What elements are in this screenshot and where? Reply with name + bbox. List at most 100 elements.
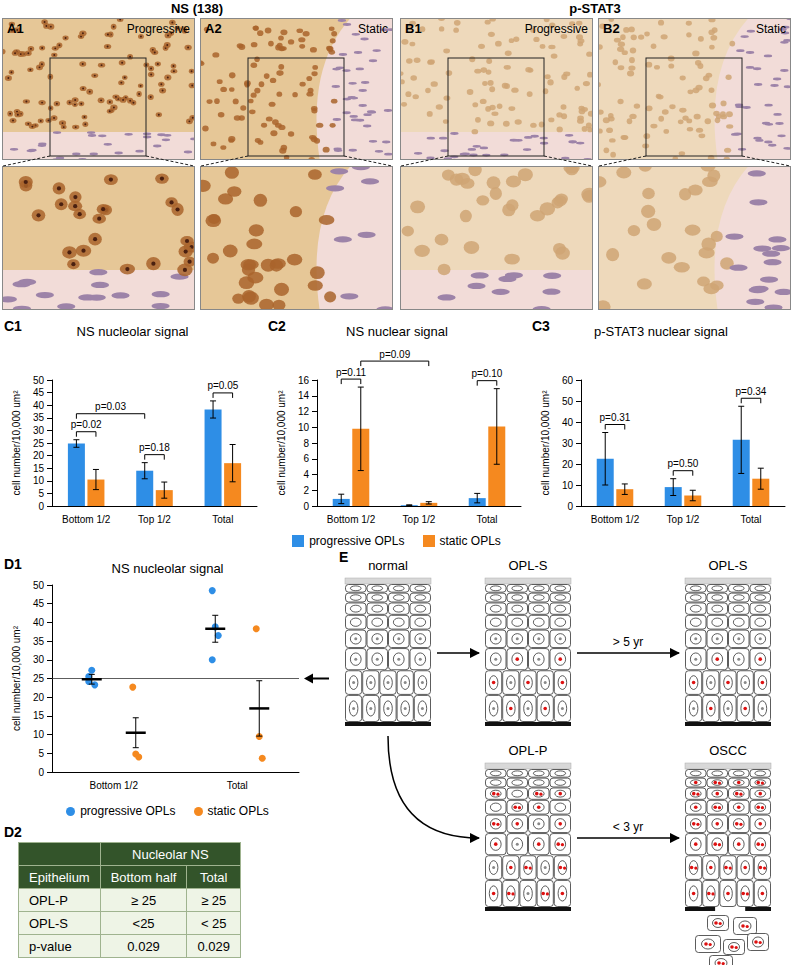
- svg-text:p-STAT3 nuclear signal: p-STAT3 nuclear signal: [594, 324, 728, 339]
- svg-text:30: 30: [33, 654, 45, 665]
- html-text:OPL-P: OPL-P: [29, 892, 68, 908]
- svg-text:Total: Total: [476, 514, 497, 525]
- svg-text:Progressive: Progressive: [525, 22, 589, 36]
- svg-text:p=0.09: p=0.09: [379, 349, 410, 360]
- svg-text:B2: B2: [603, 21, 620, 36]
- svg-text:A2: A2: [205, 21, 222, 36]
- svg-text:10: 10: [298, 422, 310, 433]
- svg-text:45: 45: [33, 598, 45, 609]
- html-text:<25: <25: [132, 915, 155, 931]
- svg-text:50: 50: [33, 580, 45, 591]
- svg-text:10: 10: [562, 480, 574, 491]
- svg-text:4: 4: [303, 469, 309, 480]
- svg-text:p=0.18: p=0.18: [139, 442, 170, 453]
- html-text:C2: C2: [268, 318, 286, 334]
- svg-text:14: 14: [298, 390, 310, 401]
- svg-text:cell number/10,000 um²: cell number/10,000 um²: [11, 390, 22, 496]
- svg-text:NS nucleolar signal: NS nucleolar signal: [76, 324, 188, 339]
- svg-text:p=0.11: p=0.11: [336, 367, 367, 378]
- svg-text:Static: Static: [358, 22, 388, 36]
- html-text:Epithelium: Epithelium: [29, 869, 90, 885]
- svg-text:8: 8: [303, 438, 309, 449]
- svg-text:5: 5: [38, 748, 44, 759]
- svg-text:Total: Total: [212, 514, 233, 525]
- html-text:≥ 25: ≥ 25: [131, 892, 157, 908]
- svg-text:p-STAT3: p-STAT3: [569, 1, 621, 16]
- svg-text:NS (138): NS (138): [171, 1, 223, 16]
- svg-text:OPL-S: OPL-S: [708, 558, 747, 573]
- html-text:OPL-S: OPL-S: [29, 915, 68, 931]
- svg-text:E: E: [339, 549, 348, 565]
- svg-text:p=0.03: p=0.03: [95, 401, 126, 412]
- html-text:C3: C3: [532, 318, 550, 334]
- svg-text:40: 40: [562, 417, 574, 428]
- svg-text:Bottom 1/2: Bottom 1/2: [90, 780, 139, 791]
- svg-text:0: 0: [567, 501, 573, 512]
- svg-text:NS nucleolar signal: NS nucleolar signal: [111, 561, 223, 576]
- svg-text:60: 60: [562, 375, 574, 386]
- svg-text:30: 30: [33, 425, 45, 436]
- svg-text:p=0.34: p=0.34: [736, 386, 767, 397]
- svg-text:p=0.10: p=0.10: [472, 368, 503, 379]
- html-text:< 25: < 25: [200, 915, 227, 931]
- html-text:C1: C1: [4, 318, 22, 334]
- svg-text:< 3 yr: < 3 yr: [613, 820, 643, 834]
- html-text:≥ 25: ≥ 25: [201, 892, 227, 908]
- svg-text:> 5 yr: > 5 yr: [613, 635, 643, 649]
- svg-text:cell number/10,000 um²: cell number/10,000 um²: [11, 625, 22, 731]
- svg-text:Static: Static: [756, 22, 786, 36]
- svg-text:cell number/10,000 um²: cell number/10,000 um²: [540, 390, 551, 496]
- svg-text:35: 35: [33, 412, 45, 423]
- svg-text:OPL-P: OPL-P: [508, 743, 547, 758]
- svg-text:10: 10: [33, 475, 45, 486]
- svg-text:Total: Total: [227, 780, 248, 791]
- html-text:D1: D1: [4, 556, 22, 572]
- svg-text:p=0.02: p=0.02: [71, 419, 102, 430]
- svg-text:20: 20: [562, 459, 574, 470]
- svg-text:15: 15: [33, 463, 45, 474]
- svg-text:p=0.31: p=0.31: [600, 412, 631, 423]
- svg-text:50: 50: [562, 396, 574, 407]
- svg-text:2: 2: [303, 485, 309, 496]
- svg-text:p=0.50: p=0.50: [668, 458, 699, 469]
- svg-text:A1: A1: [7, 21, 24, 36]
- svg-text:25: 25: [33, 673, 45, 684]
- svg-text:0: 0: [38, 767, 44, 778]
- svg-text:OSCC: OSCC: [709, 743, 747, 758]
- svg-text:OPL-S: OPL-S: [508, 558, 547, 573]
- svg-text:0: 0: [38, 501, 44, 512]
- svg-text:normal: normal: [368, 558, 408, 573]
- svg-text:45: 45: [33, 387, 45, 398]
- svg-text:40: 40: [33, 617, 45, 628]
- svg-text:Bottom 1/2: Bottom 1/2: [591, 514, 640, 525]
- svg-text:0: 0: [303, 501, 309, 512]
- html-text:D2: D2: [4, 824, 22, 840]
- svg-text:Top 1/2: Top 1/2: [138, 514, 171, 525]
- svg-text:20: 20: [33, 450, 45, 461]
- svg-text:Top 1/2: Top 1/2: [667, 514, 700, 525]
- svg-text:15: 15: [33, 710, 45, 721]
- svg-text:16: 16: [298, 375, 310, 386]
- svg-text:40: 40: [33, 400, 45, 411]
- svg-text:Total: Total: [740, 514, 761, 525]
- svg-text:B1: B1: [405, 21, 422, 36]
- svg-text:Progressive: Progressive: [127, 22, 191, 36]
- svg-text:Top 1/2: Top 1/2: [403, 514, 436, 525]
- svg-text:5: 5: [38, 488, 44, 499]
- svg-text:Bottom 1/2: Bottom 1/2: [327, 514, 376, 525]
- html-text:Total: Total: [200, 869, 228, 885]
- svg-text:10: 10: [33, 729, 45, 740]
- svg-text:cell number/10,000 um²: cell number/10,000 um²: [276, 390, 287, 496]
- svg-text:20: 20: [33, 692, 45, 703]
- svg-text:p=0.05: p=0.05: [207, 380, 238, 391]
- svg-text:50: 50: [33, 375, 45, 386]
- svg-text:6: 6: [303, 453, 309, 464]
- svg-text:NS nuclear signal: NS nuclear signal: [346, 324, 448, 339]
- svg-text:30: 30: [562, 438, 574, 449]
- html-text:Bottom half: Bottom half: [110, 869, 177, 885]
- svg-text:12: 12: [298, 406, 310, 417]
- html-text:Nucleolar NS: Nucleolar NS: [132, 846, 209, 862]
- svg-text:Bottom 1/2: Bottom 1/2: [62, 514, 111, 525]
- svg-text:35: 35: [33, 636, 45, 647]
- svg-text:25: 25: [33, 438, 45, 449]
